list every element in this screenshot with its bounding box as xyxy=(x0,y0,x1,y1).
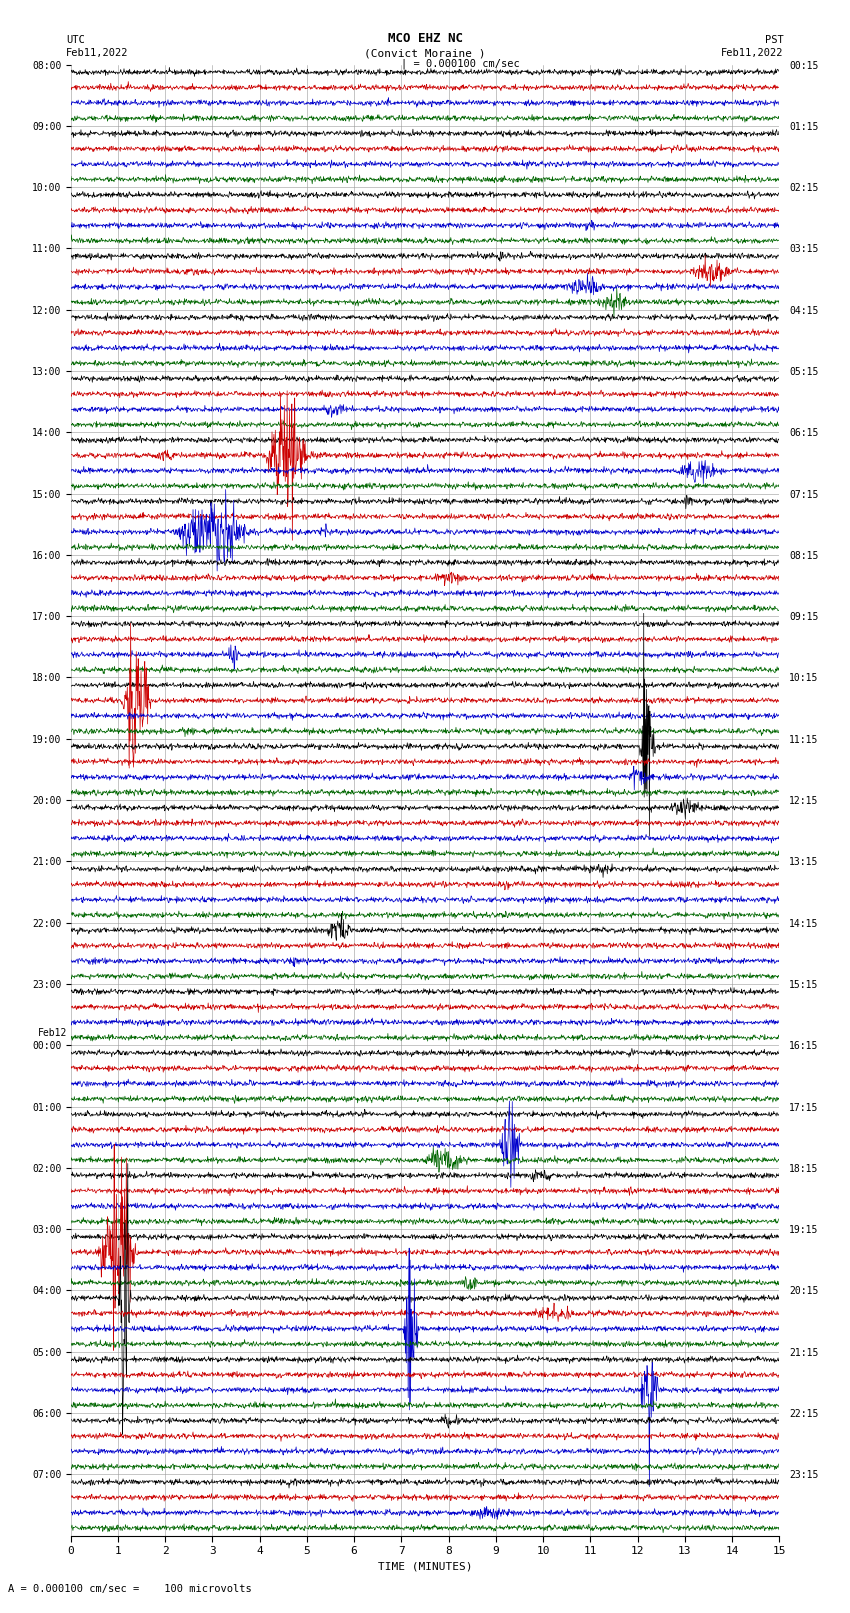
Text: UTC: UTC xyxy=(66,35,85,45)
X-axis label: TIME (MINUTES): TIME (MINUTES) xyxy=(377,1561,473,1571)
Text: Feb12: Feb12 xyxy=(37,1027,67,1037)
Text: Feb11,2022: Feb11,2022 xyxy=(721,48,784,58)
Text: | = 0.000100 cm/sec: | = 0.000100 cm/sec xyxy=(401,58,520,69)
Text: Feb11,2022: Feb11,2022 xyxy=(66,48,129,58)
Text: MCO EHZ NC: MCO EHZ NC xyxy=(388,32,462,45)
Text: PST: PST xyxy=(765,35,784,45)
Text: (Convict Moraine ): (Convict Moraine ) xyxy=(365,48,485,58)
Text: A = 0.000100 cm/sec =    100 microvolts: A = 0.000100 cm/sec = 100 microvolts xyxy=(8,1584,252,1594)
